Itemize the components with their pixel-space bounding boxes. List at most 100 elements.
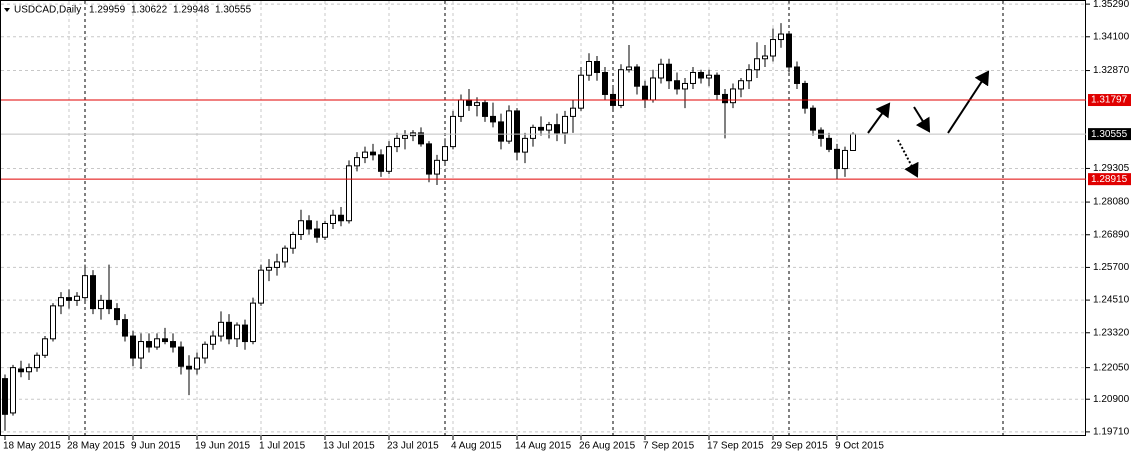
candle-body [498,121,504,142]
price-label: 1.30555 [1091,129,1128,140]
candle-body [234,324,240,340]
candles [2,23,856,431]
candle-body [642,85,648,101]
level-label-box [1088,94,1131,107]
header-high: 1.30622 [131,5,168,16]
candle-body [50,305,56,340]
candle-body [250,302,256,343]
candle-body [442,146,448,161]
candle-body [530,126,536,139]
x-tick-label: 17 Sep 2015 [707,441,764,452]
candle-body [578,74,584,109]
candle-body [90,275,96,310]
candle-body [74,295,80,301]
candle-body [714,74,720,95]
candle-body [18,368,24,373]
candle-body [490,115,496,123]
candle-body [162,338,168,343]
candle-body [602,71,608,95]
symbol-icon [4,8,10,12]
candle-body [546,124,552,131]
candle-body [434,159,440,175]
candle-body [42,338,48,356]
candle-body [362,151,368,159]
candle-body [114,308,120,321]
candle-body [178,346,184,367]
x-tick-label: 1 Jul 2015 [259,441,306,452]
level-label-box [1088,173,1131,186]
candle-body [538,126,544,131]
candle-body [698,71,704,79]
candle-body [34,354,40,369]
y-tick-label: 1.35290 [1093,0,1130,10]
candle-body [218,321,224,337]
candle-body [506,110,512,142]
candle-body [314,228,320,238]
candle-body [786,33,792,68]
x-tick-label: 19 Jun 2015 [195,441,250,452]
candle-body [810,107,816,131]
candle-body [562,115,568,134]
x-tick-label: 26 Aug 2015 [579,441,636,452]
candle-body [58,297,64,307]
candle-body [738,80,744,90]
x-tick-label: 23 Jul 2015 [387,441,439,452]
candle-body [754,58,760,71]
candle-body [202,343,208,359]
candle-body [594,61,600,73]
candle-body [842,149,848,170]
candle-body [338,214,344,222]
x-tick-label: 28 May 2015 [67,441,125,452]
candle-body [394,137,400,148]
candle-body [106,299,112,310]
x-tick-label: 29 Sep 2015 [771,441,828,452]
candle-body [706,74,712,79]
candle-body [794,66,800,84]
candle-body [466,99,472,106]
y-tick-label: 1.34100 [1093,31,1130,42]
forecast-arrows [867,70,990,178]
candle-body [130,335,136,359]
candle-body [274,261,280,268]
candle-body [10,367,16,414]
candle-body [122,319,128,337]
chart-title: USDCAD,Daily [14,5,81,16]
candle-body [666,63,672,82]
candle-body [458,99,464,117]
candle-body [354,157,360,167]
x-tick-label: 18 May 2015 [3,441,61,452]
candle-body [146,341,152,348]
candle-body [690,71,696,84]
candle-body [650,77,656,101]
candle-body [346,165,352,222]
y-tick-label: 1.25700 [1093,262,1130,273]
candle-body [554,124,560,134]
header-low: 1.29948 [173,5,210,16]
candle-body [426,143,432,175]
candle-body [746,69,752,82]
x-tick-label: 13 Jul 2015 [323,441,375,452]
price-label-box [1088,128,1131,141]
plot-frame [0,0,1086,436]
candle-body [618,69,624,106]
candle-body [514,110,520,153]
x-tick-label: 4 Aug 2015 [451,441,502,452]
candle-body [330,214,336,224]
candle-body [834,148,840,170]
candle-body [290,233,296,249]
candle-body [474,102,480,106]
candle-body [170,341,176,348]
level-label: 1.28915 [1091,174,1128,185]
candle-body [298,220,304,235]
y-tick-label: 1.24510 [1093,295,1130,306]
candle-body [26,367,32,373]
candle-body [730,88,736,104]
candle-body [674,80,680,90]
candle-body [210,335,216,345]
candle-body [722,93,728,104]
y-tick-label: 1.20900 [1093,394,1130,405]
candle-body [306,220,312,230]
candle-body [570,107,576,117]
